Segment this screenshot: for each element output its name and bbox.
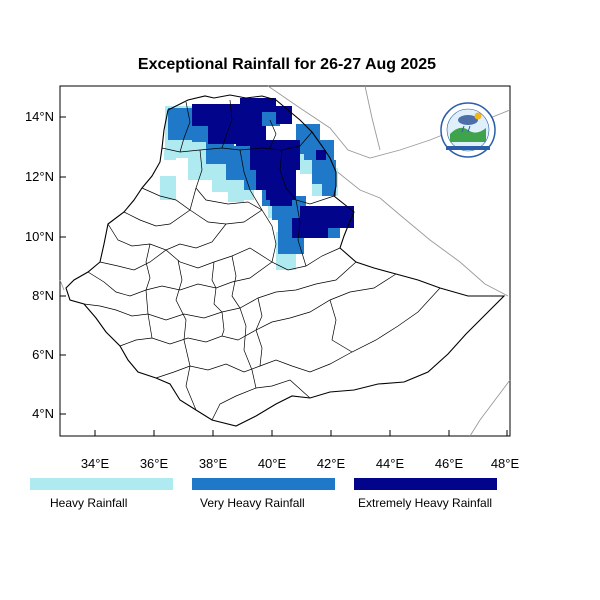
legend-swatch-very-heavy (192, 478, 335, 490)
admin-boundaries (83, 99, 441, 421)
rain-cell-very-heavy (168, 108, 194, 140)
rain-cell-extremely-heavy (284, 140, 300, 170)
rain-cell-heavy (160, 176, 176, 200)
x-tick-label: 44°E (376, 456, 405, 471)
meteorology-agency-logo (440, 102, 496, 158)
rain-cell-extremely-heavy (204, 108, 218, 124)
x-tick-label: 40°E (258, 456, 287, 471)
x-tick-labels: 34°E 36°E 38°E 40°E 42°E 44°E 46°E 48°E (81, 456, 520, 471)
legend-label-extremely-heavy: Extremely Heavy Rainfall (358, 496, 493, 510)
y-tick-label: 6°N (32, 347, 54, 362)
y-tick-labels: 14°N 12°N 10°N 8°N 6°N 4°N (25, 109, 54, 421)
y-tick-label: 4°N (32, 406, 54, 421)
map-title: Exceptional Rainfall for 26-27 Aug 2025 (137, 56, 437, 73)
y-tick-label: 14°N (25, 109, 54, 124)
rain-cell-extremely-heavy (276, 106, 292, 124)
legend-swatch-extremely-heavy (354, 478, 497, 490)
legend-swatch-heavy (30, 478, 173, 490)
rain-cell-very-heavy (322, 184, 336, 196)
legend-label-very-heavy: Very Heavy Rainfall (200, 496, 305, 510)
y-tick-label: 10°N (25, 229, 54, 244)
x-tick-label: 48°E (491, 456, 520, 471)
x-tick-label: 34°E (81, 456, 110, 471)
rain-cell-extremely-heavy (292, 218, 328, 238)
y-tick-label: 12°N (25, 169, 54, 184)
x-tick-label: 42°E (317, 456, 346, 471)
rain-cell-extremely-heavy (316, 150, 326, 160)
rain-cell-heavy (164, 150, 176, 160)
rain-cell-extremely-heavy (270, 190, 292, 206)
legend-label-heavy: Heavy Rainfall (50, 496, 128, 510)
rain-cell-extremely-heavy (240, 98, 276, 112)
rain-cell-heavy (228, 190, 244, 202)
x-tick-label: 38°E (199, 456, 228, 471)
x-tick-label: 36°E (140, 456, 169, 471)
x-tick-label: 46°E (435, 456, 464, 471)
axis-ticks (60, 116, 508, 436)
y-tick-label: 8°N (32, 288, 54, 303)
